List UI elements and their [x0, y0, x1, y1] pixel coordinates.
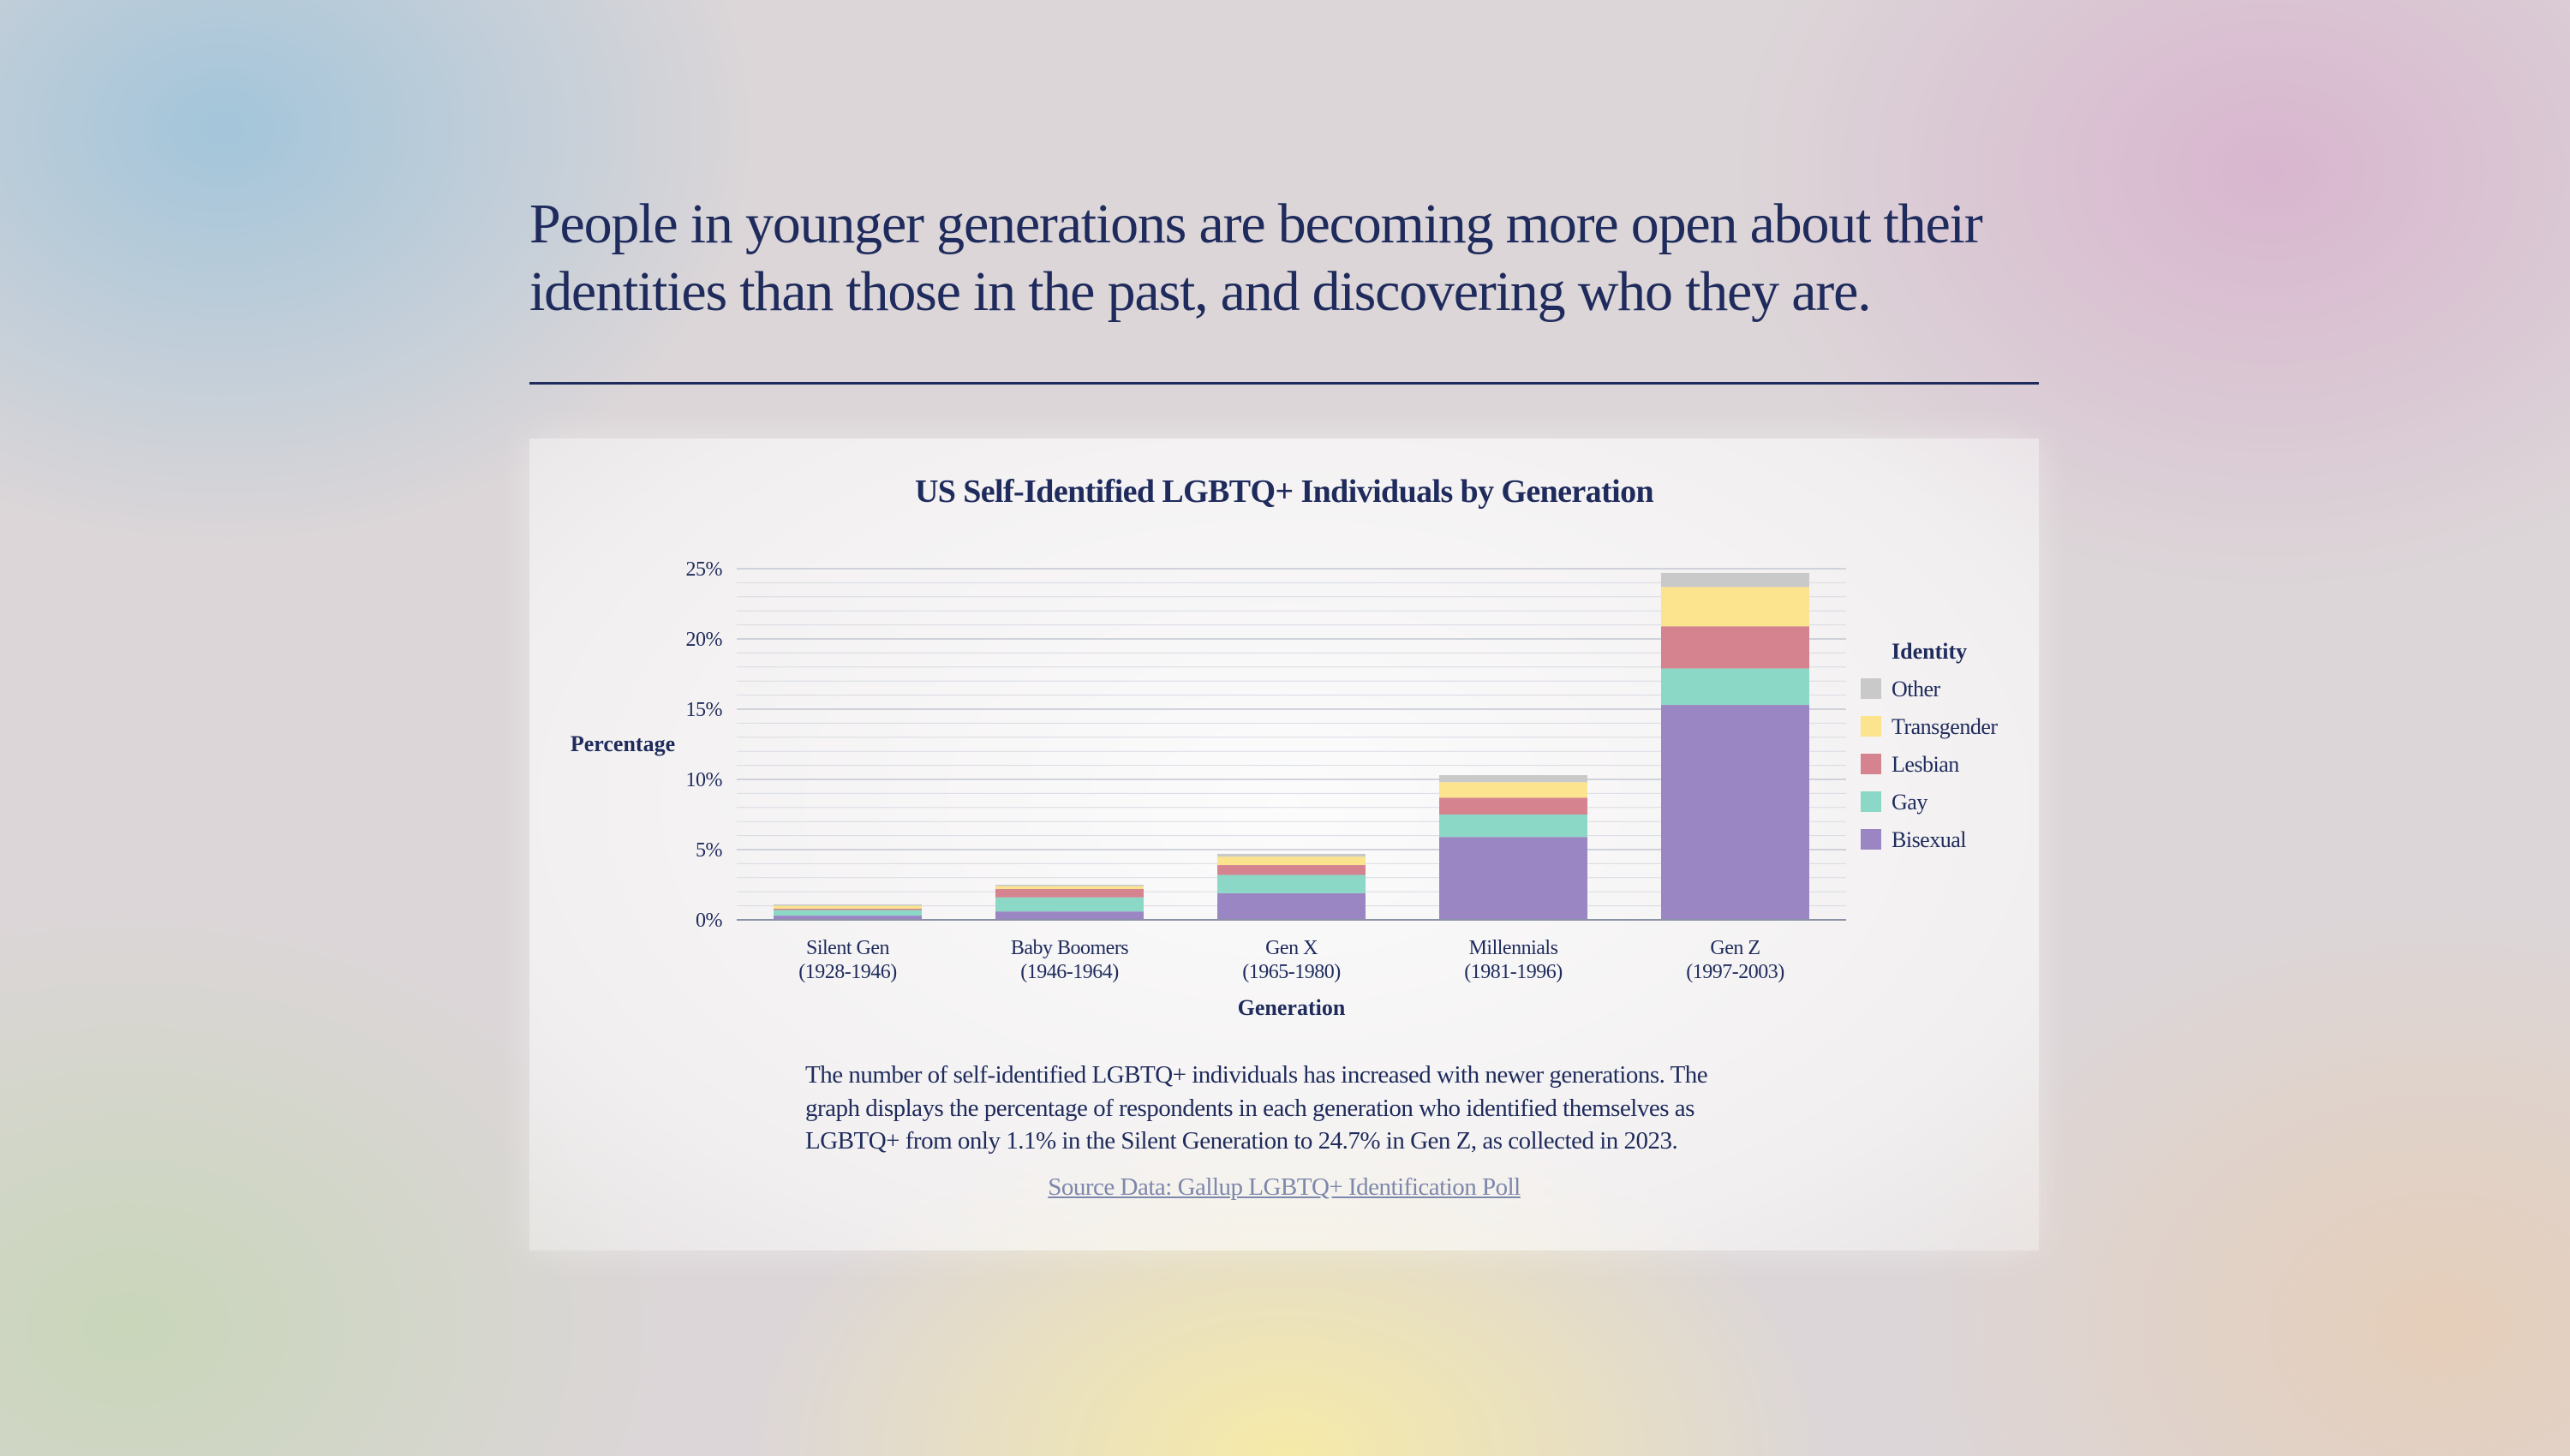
- y-tick-label: 25%: [686, 558, 723, 581]
- x-axis-label: Generation: [1238, 995, 1346, 1020]
- y-tick-label: 20%: [686, 629, 723, 651]
- legend-label-gay: Gay: [1892, 790, 1928, 815]
- x-tick-label: Millennials: [1469, 937, 1558, 959]
- bar-segment-bisexual: [995, 911, 1144, 920]
- y-tick-label: 0%: [696, 910, 723, 932]
- bar-segment-lesbian: [1439, 797, 1587, 815]
- x-tick-years: (1981-1996): [1464, 961, 1562, 983]
- bar-segment-other: [995, 885, 1144, 886]
- divider: [529, 382, 2039, 385]
- legend-label-other: Other: [1892, 677, 1941, 701]
- legend-swatch-bisexual: [1861, 829, 1881, 850]
- legend-title: Identity: [1892, 639, 1967, 664]
- bar-segment-transgender: [1217, 856, 1366, 866]
- bar-segment-transgender: [995, 886, 1144, 889]
- x-tick-years: (1965-1980): [1242, 961, 1340, 983]
- legend-label-transgender: Transgender: [1892, 714, 1998, 739]
- x-tick-label: Silent Gen: [806, 937, 889, 959]
- bar-segment-gay: [1661, 668, 1809, 706]
- bar-segment-other: [774, 904, 922, 906]
- x-tick-label: Gen X: [1265, 937, 1318, 959]
- legend-swatch-transgender: [1861, 716, 1881, 737]
- bar-segment-transgender: [1661, 587, 1809, 627]
- bar-segment-gay: [774, 910, 922, 916]
- bar-segment-gay: [1217, 874, 1366, 893]
- x-tick-label: Baby Boomers: [1011, 937, 1128, 959]
- bar-segment-gay: [1439, 815, 1587, 838]
- bar-segment-other: [1439, 775, 1587, 783]
- x-tick-years: (1946-1964): [1020, 961, 1118, 983]
- x-tick-label: Gen Z: [1710, 937, 1760, 959]
- y-tick-label: 10%: [686, 769, 723, 791]
- bar-segment-other: [1661, 572, 1809, 588]
- x-tick-years: (1928-1946): [798, 961, 896, 983]
- bar-segment-bisexual: [1217, 892, 1366, 920]
- x-tick-years: (1997-2003): [1686, 961, 1784, 983]
- y-axis-label: Percentage: [571, 731, 675, 756]
- bar-segment-other: [1217, 853, 1366, 857]
- legend-label-lesbian: Lesbian: [1892, 752, 1959, 777]
- source-link[interactable]: Source Data: Gallup LGBTQ+ Identificatio…: [1048, 1173, 1521, 1201]
- bar-segment-lesbian: [1661, 626, 1809, 669]
- legend-swatch-gay: [1861, 791, 1881, 812]
- bar-segment-bisexual: [1439, 837, 1587, 920]
- chart-caption: The number of self-identified LGBTQ+ ind…: [805, 1061, 1708, 1155]
- legend-swatch-lesbian: [1861, 754, 1881, 774]
- bar-segment-lesbian: [1217, 865, 1366, 875]
- bar-segment-bisexual: [1661, 705, 1809, 920]
- bar-segment-transgender: [1439, 782, 1587, 798]
- legend-swatch-other: [1861, 678, 1881, 699]
- bar-segment-bisexual: [774, 916, 922, 920]
- bar-segment-transgender: [774, 905, 922, 909]
- chart-card: US Self-Identified LGBTQ+ Individuals by…: [529, 439, 2039, 1250]
- y-tick-label: 15%: [686, 699, 723, 721]
- bar-segment-lesbian: [774, 908, 922, 910]
- y-tick-label: 5%: [696, 839, 723, 862]
- stacked-bar-chart: 0% 5% 10% 15% 20% 25% Silent Gen(1928-1946) Bab…: [571, 558, 1999, 1020]
- legend-label-bisexual: Bisexual: [1892, 827, 1966, 852]
- bar-segment-lesbian: [995, 888, 1144, 898]
- chart-title: US Self-Identified LGBTQ+ Individuals by…: [914, 474, 1654, 510]
- bar-segment-gay: [995, 897, 1144, 912]
- headline: People in younger generations are becomi…: [529, 193, 1983, 323]
